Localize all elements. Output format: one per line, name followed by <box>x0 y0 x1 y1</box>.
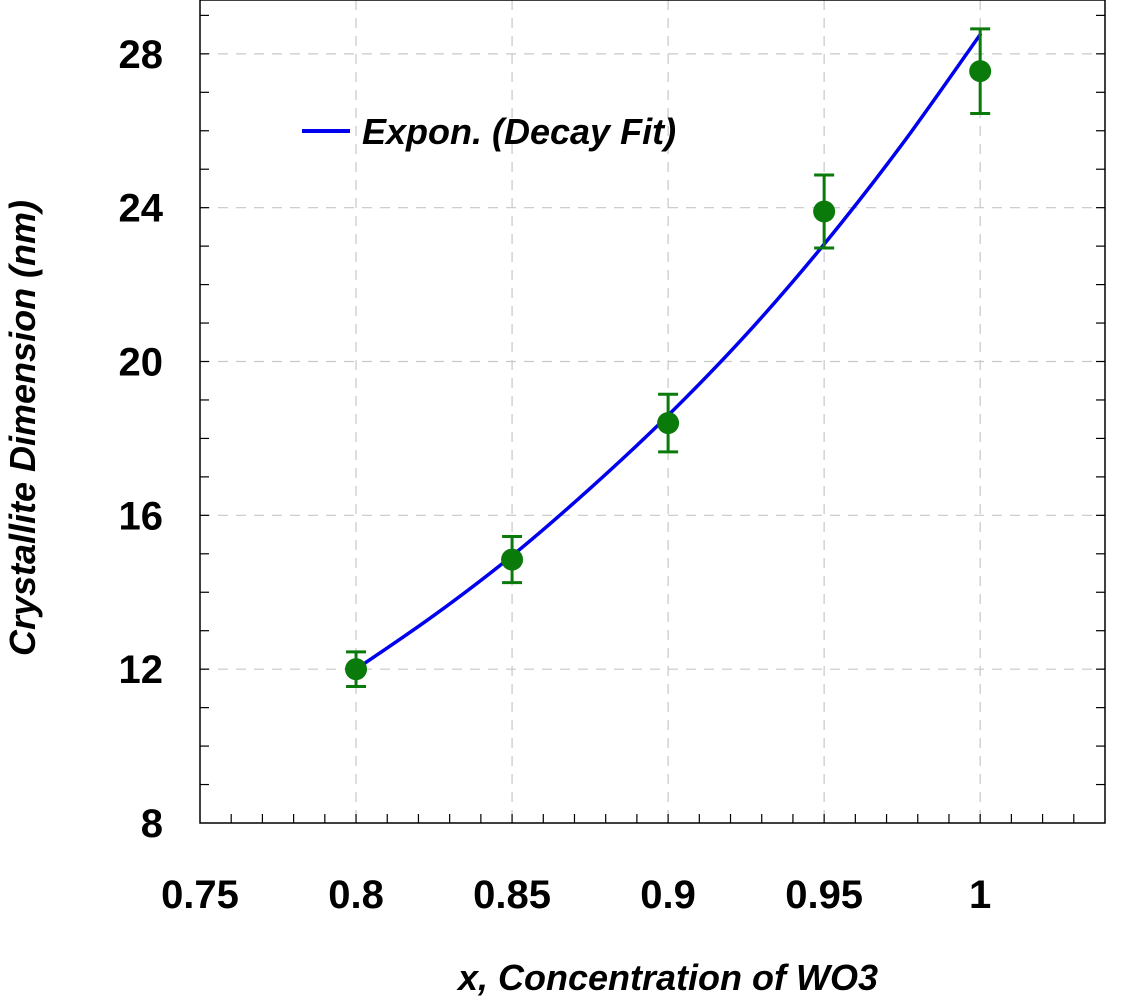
x-tick-label: 0.9 <box>640 873 696 917</box>
y-axis-title: Crystallite Dimension (nm) <box>2 200 43 656</box>
x-tick-label: 0.8 <box>328 873 384 917</box>
data-point <box>657 412 680 435</box>
data-point <box>345 658 368 681</box>
y-tick-label: 24 <box>119 187 164 231</box>
fit-line <box>354 32 982 671</box>
x-axis-title: x, Concentration of WO3 <box>456 957 878 998</box>
y-tick-label: 16 <box>119 494 164 538</box>
legend: Expon. (Decay Fit) <box>302 111 676 152</box>
y-tick-label: 12 <box>119 648 164 692</box>
data-point <box>813 200 836 223</box>
data-point <box>501 548 524 571</box>
x-tick-label: 0.85 <box>473 873 551 917</box>
x-tick-label: 1 <box>969 873 991 917</box>
legend-label: Expon. (Decay Fit) <box>362 111 676 152</box>
data-point <box>969 60 992 83</box>
plot-area <box>345 27 992 688</box>
x-tick-label: 0.75 <box>161 873 239 917</box>
y-tick-label: 28 <box>119 33 164 77</box>
y-tick-label: 8 <box>141 802 163 846</box>
axes: 0.75 0.8 0.85 0.9 0.95 1 8 12 16 20 24 28 <box>119 0 1106 917</box>
plot-frame <box>199 0 1106 824</box>
x-tick-label: 0.95 <box>785 873 863 917</box>
y-tick-label: 20 <box>119 341 164 385</box>
